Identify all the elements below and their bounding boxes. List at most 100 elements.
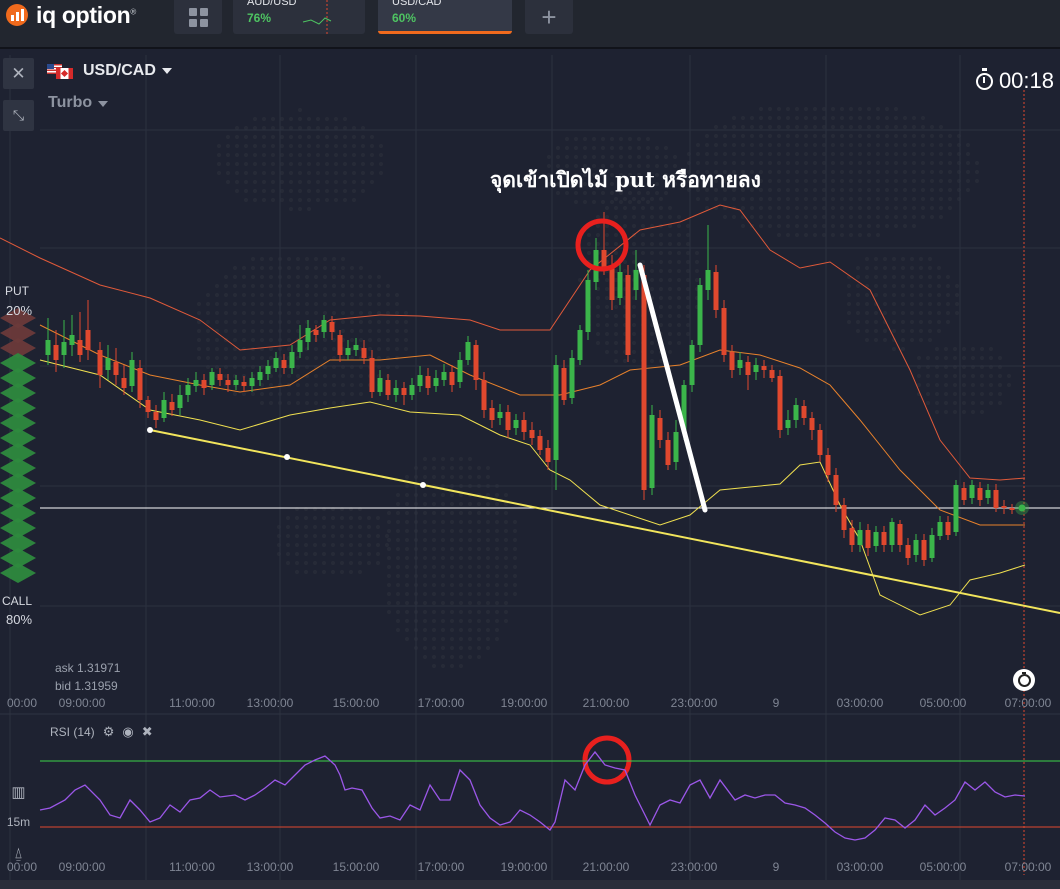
map-dot xyxy=(875,133,881,139)
chart-type-button[interactable]: ▥ xyxy=(3,783,34,801)
map-dot xyxy=(288,134,294,140)
map-dot xyxy=(640,196,646,202)
map-dot xyxy=(333,143,339,149)
map-dot xyxy=(893,196,899,202)
map-dot xyxy=(313,256,319,262)
map-dot xyxy=(342,134,348,140)
map-dot xyxy=(713,142,719,148)
rsi-circle-marker xyxy=(582,735,632,785)
map-dot xyxy=(882,337,888,343)
map-dot xyxy=(440,636,446,642)
map-dot xyxy=(694,268,700,274)
map-dot xyxy=(205,292,211,298)
map-dot xyxy=(884,142,890,148)
candle-body xyxy=(361,348,367,358)
map-dot xyxy=(485,573,491,579)
map-dot xyxy=(631,205,637,211)
map-dot xyxy=(232,283,238,289)
map-dot xyxy=(241,337,247,343)
map-dot xyxy=(767,205,773,211)
map-dot xyxy=(884,187,890,193)
map-dot xyxy=(573,154,579,160)
map-dot xyxy=(882,292,888,298)
candle-body xyxy=(825,455,831,475)
map-dot xyxy=(938,160,944,166)
map-dot xyxy=(333,152,339,158)
map-dot xyxy=(947,187,953,193)
tab-usdcad[interactable]: USD/CAD 60% xyxy=(378,0,512,34)
map-dot xyxy=(713,124,719,130)
map-dot xyxy=(375,515,381,521)
map-dot xyxy=(303,524,309,530)
map-dot xyxy=(467,510,473,516)
map-dot xyxy=(259,319,265,325)
map-dot xyxy=(241,319,247,325)
candle-body xyxy=(449,372,455,385)
asset-grid-button[interactable] xyxy=(174,0,222,34)
map-dot xyxy=(225,179,231,185)
map-dot xyxy=(749,178,755,184)
map-dot xyxy=(330,524,336,530)
map-dot xyxy=(294,551,300,557)
candle-body xyxy=(633,270,639,290)
candle-body xyxy=(785,420,791,428)
map-dot xyxy=(821,205,827,211)
map-dot xyxy=(988,355,994,361)
map-dot xyxy=(595,286,601,292)
map-dot xyxy=(812,151,818,157)
eye-icon[interactable]: ◉ xyxy=(122,724,134,739)
time-tick-label: 19:00:00 xyxy=(500,860,548,874)
close-icon[interactable]: ✖ xyxy=(141,724,153,739)
option-type-selector[interactable]: Turbo xyxy=(48,94,109,112)
asset-selector[interactable]: USD/CAD xyxy=(47,62,172,80)
map-dot xyxy=(952,373,958,379)
map-dot xyxy=(268,355,274,361)
map-dot xyxy=(431,636,437,642)
tab-audusd[interactable]: AUD/USD 76% xyxy=(233,0,365,34)
collapse-button[interactable]: ⤡ xyxy=(3,100,34,131)
time-tick-label: 05:00:00 xyxy=(919,696,967,710)
map-dot xyxy=(270,143,276,149)
map-dot xyxy=(803,214,809,220)
map-dot xyxy=(945,292,951,298)
map-dot xyxy=(303,569,309,575)
map-dot xyxy=(740,160,746,166)
gear-icon[interactable]: ⚙ xyxy=(102,724,115,739)
sentiment-diamond xyxy=(0,563,36,583)
map-dot xyxy=(929,169,935,175)
map-dot xyxy=(821,133,827,139)
indicators-button[interactable]: ⍙ xyxy=(3,845,34,862)
map-dot xyxy=(970,355,976,361)
map-dot xyxy=(340,256,346,262)
map-dot xyxy=(313,346,319,352)
candle-body xyxy=(913,540,919,555)
interval-button[interactable]: 15m xyxy=(3,815,34,829)
map-dot xyxy=(232,310,238,316)
map-dot xyxy=(322,301,328,307)
call-percent: 80% xyxy=(6,612,33,627)
map-dot xyxy=(315,170,321,176)
map-dot xyxy=(893,133,899,139)
map-dot xyxy=(654,163,660,169)
map-dot xyxy=(503,609,509,615)
add-tab-button[interactable]: + xyxy=(525,0,573,34)
time-tick-label: 9 xyxy=(772,860,780,874)
time-tick-label: 15:00:00 xyxy=(332,860,380,874)
map-dot xyxy=(600,163,606,169)
map-dot xyxy=(321,569,327,575)
map-dot xyxy=(395,564,401,570)
map-dot xyxy=(349,274,355,280)
chevron-down-icon xyxy=(98,101,109,107)
map-dot xyxy=(591,136,597,142)
map-dot xyxy=(812,115,818,121)
time-tick-label: 00:00 xyxy=(6,696,38,710)
map-dot xyxy=(767,196,773,202)
map-dot xyxy=(422,546,428,552)
map-dot xyxy=(934,400,940,406)
close-chart-button[interactable]: ✕ xyxy=(3,58,34,89)
map-dot xyxy=(952,346,958,352)
map-dot xyxy=(286,319,292,325)
rsi-line xyxy=(39,750,1026,841)
map-dot xyxy=(422,618,428,624)
